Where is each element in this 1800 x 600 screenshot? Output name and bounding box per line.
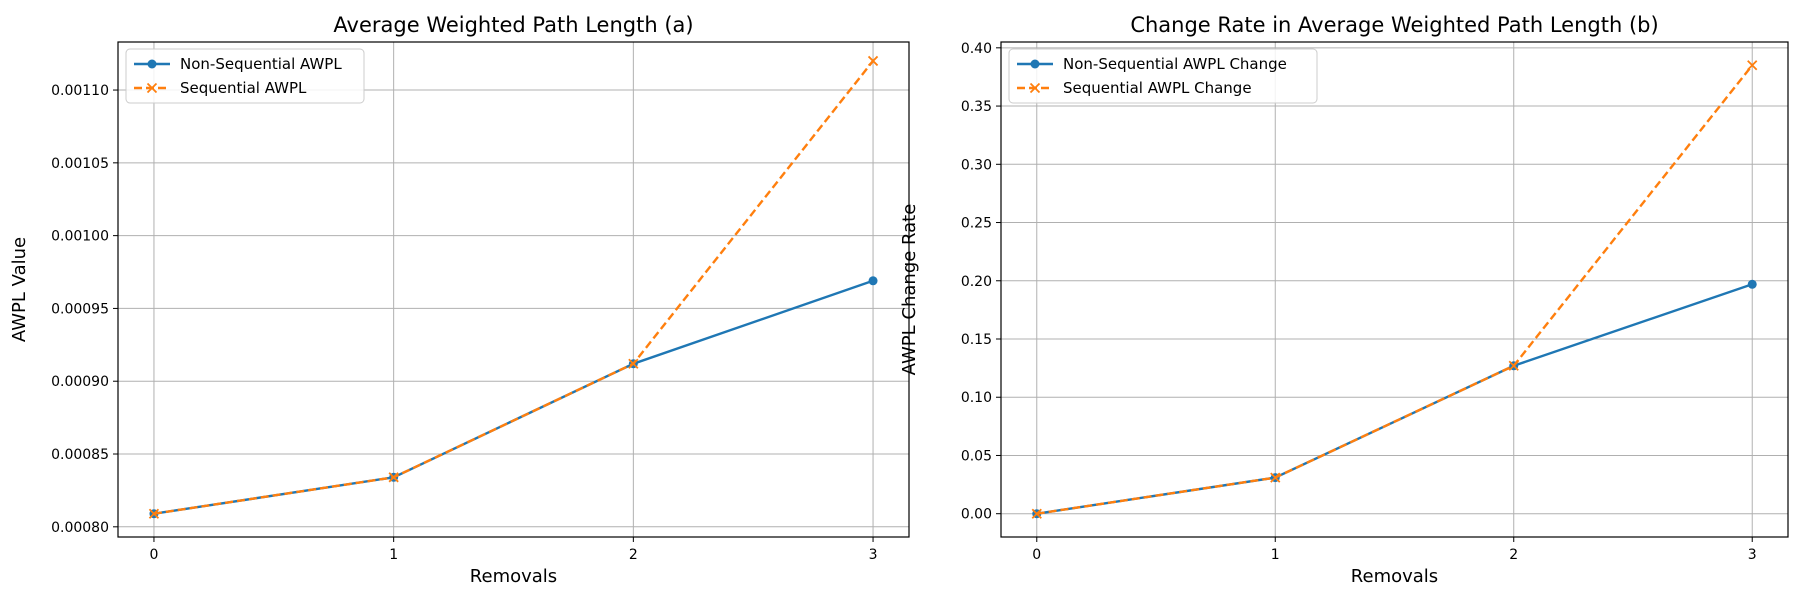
y-tick-label: 0.00090 — [51, 374, 109, 390]
y-tick-label: 0.00110 — [51, 83, 109, 99]
series-sequential — [148, 55, 879, 519]
x-tick-label: 1 — [1271, 547, 1280, 563]
legend-box — [1008, 48, 1318, 104]
series-non-sequential — [1032, 279, 1757, 519]
legend-label: Non-Sequential AWPL — [180, 55, 342, 73]
data-point — [1508, 360, 1519, 371]
data-point — [867, 55, 879, 67]
legend-label: Sequential AWPL — [180, 79, 307, 97]
x-tick-label: 3 — [1748, 547, 1757, 563]
y-tick-label: 0.40 — [961, 41, 992, 57]
legend-entry: Sequential AWPL — [134, 79, 307, 97]
x-axis-label: Removals — [1351, 566, 1438, 587]
x-tick-label: 0 — [1032, 547, 1041, 563]
y-tick-label: 0.35 — [961, 99, 992, 115]
chart-panel-2: 0 1 2 3 0.00 0.05 0.10 0.15 0.20 0.25 0.30 0.35 0.40… — [899, 13, 1789, 587]
legend-marker — [1029, 82, 1041, 94]
legend-entry: Non-Sequential AWPL Change — [1017, 55, 1287, 73]
y-tick-label: 0.25 — [961, 216, 992, 232]
data-point — [1747, 60, 1758, 71]
y-tick-label: 0.00095 — [51, 301, 109, 317]
series-line — [153, 279, 874, 515]
x-tick-label: 2 — [629, 547, 638, 563]
y-tick-label: 0.20 — [961, 274, 992, 290]
y-axis-label: AWPL Value — [9, 237, 30, 342]
y-tick-label: 0.05 — [961, 448, 992, 464]
legend-label: Non-Sequential AWPL Change — [1063, 55, 1287, 73]
chart-panel-1: 0 1 2 3 0.00080 0.00085 0.00090 0.00095 0.00100 0… — [9, 13, 910, 587]
x-tick-label: 2 — [1509, 547, 1518, 563]
y-tick-label: 0.00080 — [51, 520, 109, 536]
legend-entry: Non-Sequential AWPL — [134, 55, 342, 73]
y-tick-label: 0.00085 — [51, 447, 109, 463]
legend: Non-Sequential AWPL Change Sequential AWP… — [1008, 48, 1318, 104]
legend-marker — [146, 82, 158, 94]
data-point — [1270, 472, 1281, 483]
legend: Non-Sequential AWPL Sequential AWPL — [125, 48, 365, 104]
y-tick-label: 0.15 — [961, 332, 992, 348]
data-point — [1747, 279, 1757, 289]
series-line — [153, 60, 874, 515]
legend-label: Sequential AWPL Change — [1063, 79, 1252, 97]
legend-box — [125, 48, 365, 104]
y-tick-label: 0.10 — [961, 390, 992, 406]
series-non-sequential — [149, 276, 878, 519]
legend-marker — [1030, 59, 1040, 69]
plot-frame — [1000, 41, 1789, 538]
y-tick-label: 0.00100 — [51, 229, 109, 245]
data-point — [1031, 508, 1042, 519]
series-line — [1036, 64, 1754, 515]
chart-title: Change Rate in Average Weighted Path Len… — [1130, 13, 1658, 37]
y-tick-label: 0.00105 — [51, 156, 109, 172]
x-tick-label: 3 — [869, 547, 878, 563]
data-point — [388, 472, 399, 483]
series-line — [1036, 283, 1753, 515]
x-tick-label: 0 — [149, 547, 158, 563]
x-tick-label: 1 — [389, 547, 398, 563]
series-sequential — [1031, 60, 1758, 519]
y-tick-label: 0.30 — [961, 157, 992, 173]
y-tick-label: 0.00 — [961, 507, 992, 523]
data-point — [868, 276, 878, 286]
x-axis-label: Removals — [470, 566, 557, 587]
chart-title: Average Weighted Path Length (a) — [333, 13, 693, 37]
legend-entry: Sequential AWPL Change — [1017, 79, 1252, 97]
data-point — [148, 508, 160, 519]
plot-frame — [117, 41, 910, 538]
legend-marker — [147, 59, 157, 69]
data-point — [628, 358, 639, 369]
y-axis-label: AWPL Change Rate — [899, 204, 920, 376]
